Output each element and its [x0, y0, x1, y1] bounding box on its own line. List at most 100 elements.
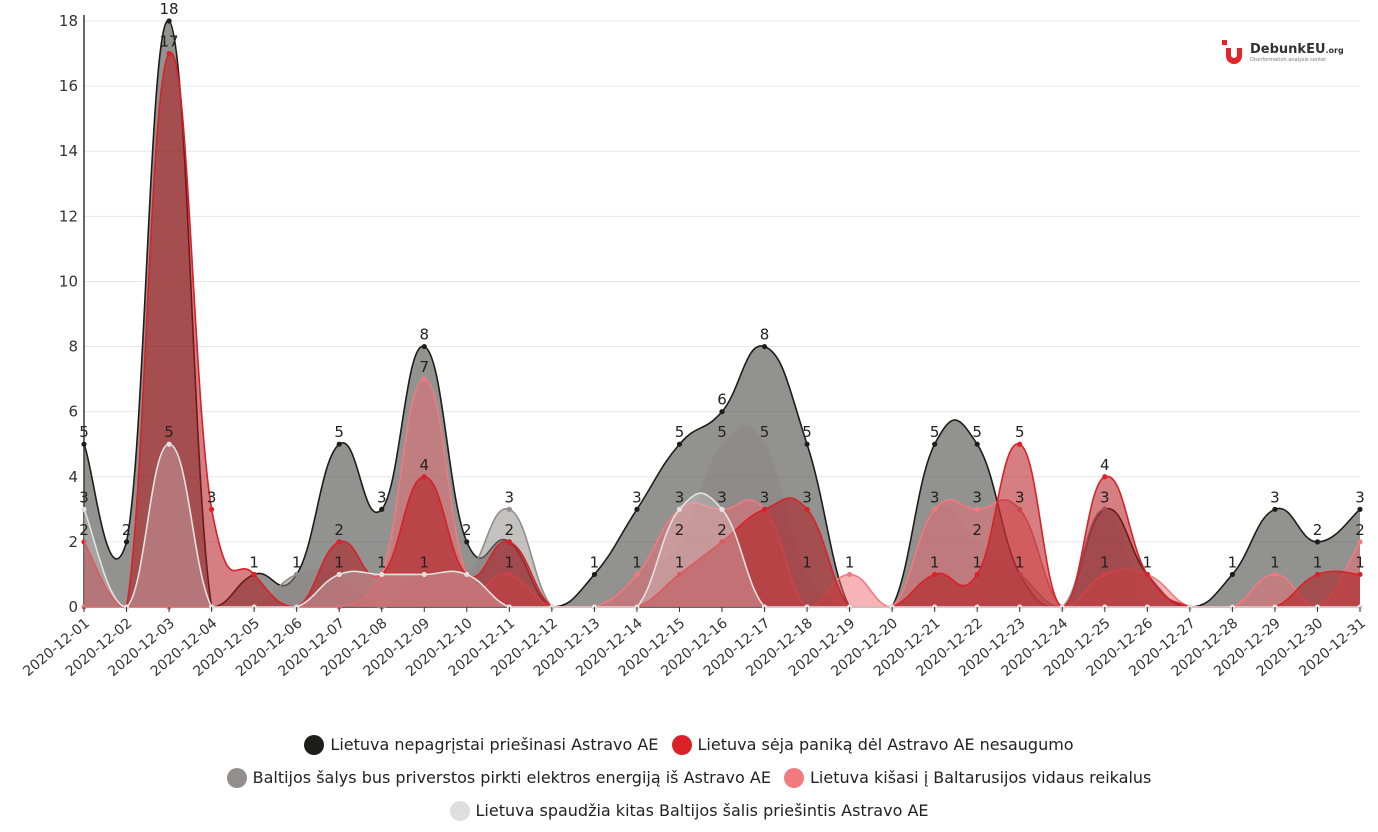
data-label: 1 [845, 553, 855, 571]
data-point [676, 506, 683, 512]
logo-tld: .org [1325, 46, 1344, 55]
data-point [379, 506, 385, 512]
data-point [81, 539, 87, 545]
legend-item[interactable]: Lietuva kišasi į Baltarusijos vidaus rei… [784, 761, 1151, 794]
series-area [84, 444, 1360, 607]
data-point [464, 539, 470, 545]
data-label: 3 [1015, 488, 1025, 506]
data-label: 5 [972, 423, 982, 441]
data-label: 1 [930, 553, 940, 571]
data-point [1229, 571, 1235, 578]
data-point [634, 571, 640, 578]
legend-label: Baltijos šalys bus priverstos pirkti ele… [252, 768, 771, 787]
legend-dot [304, 734, 325, 755]
data-point [719, 409, 725, 415]
data-label: 3 [1270, 488, 1280, 506]
data-label: 18 [160, 0, 179, 18]
data-point [761, 441, 768, 447]
data-label: 1 [1015, 553, 1025, 571]
data-label: 1 [505, 553, 515, 571]
data-point [166, 18, 172, 24]
data-label: 3 [1100, 488, 1110, 506]
data-point [761, 343, 768, 350]
data-label: 1 [1228, 553, 1238, 571]
legend-dot [671, 734, 692, 755]
data-point [719, 441, 725, 447]
data-label: 3 [760, 488, 770, 506]
data-label: 1 [972, 553, 982, 571]
data-label: 3 [675, 488, 685, 506]
data-label: 3 [632, 488, 642, 506]
data-point [379, 571, 385, 578]
legend-label: Lietuva nepagrįstai priešinasi Astravo A… [330, 735, 659, 754]
legend-label: Lietuva kišasi į Baltarusijos vidaus rei… [810, 768, 1152, 787]
data-point [421, 571, 427, 578]
data-label: 6 [717, 391, 727, 409]
data-label: 5 [164, 423, 174, 441]
legend-item[interactable]: Lietuva sėja paniką dėl Astravo AE nesau… [671, 728, 1074, 761]
data-label: 2 [462, 521, 472, 539]
data-label: 5 [1015, 423, 1025, 441]
data-label: 5 [334, 423, 344, 441]
data-point [336, 571, 342, 578]
data-point [719, 539, 725, 545]
data-label: 1 [1355, 553, 1365, 571]
data-point [1357, 506, 1363, 512]
chart-legend: Lietuva nepagrįstai priešinasi Astravo A… [0, 728, 1378, 827]
data-label: 3 [1355, 488, 1365, 506]
legend-item[interactable]: Lietuva spaudžia kitas Baltijos šalis pr… [449, 794, 929, 827]
logo-brand: DebunkEU [1250, 42, 1326, 57]
data-point [634, 506, 640, 512]
data-point [1357, 571, 1363, 578]
data-label: 1 [1100, 553, 1110, 571]
legend-item[interactable]: Lietuva nepagrįstai priešinasi Astravo A… [304, 728, 658, 761]
data-label: 17 [160, 33, 179, 51]
data-label: 3 [802, 488, 812, 506]
data-label: 1 [419, 553, 429, 571]
y-tick-label: 2 [68, 533, 78, 551]
legend-item[interactable]: Baltijos šalys bus priverstos pirkti ele… [226, 761, 771, 794]
data-label: 1 [249, 553, 259, 571]
data-point [336, 441, 342, 447]
data-label: 2 [1313, 521, 1323, 539]
data-label: 2 [972, 521, 982, 539]
data-point [1272, 571, 1278, 578]
data-label: 1 [377, 553, 387, 571]
y-tick-label: 16 [59, 77, 78, 95]
y-tick-label: 14 [59, 142, 78, 160]
data-point [421, 343, 427, 350]
data-label: 2 [675, 521, 685, 539]
legend-label: Lietuva spaudžia kitas Baltijos šalis pr… [475, 801, 929, 820]
legend-label: Lietuva sėja paniką dėl Astravo AE nesau… [697, 735, 1074, 754]
data-label: 8 [419, 326, 429, 344]
data-label: 1 [632, 553, 642, 571]
data-point [123, 539, 130, 545]
data-point [464, 571, 470, 578]
data-label: 1 [590, 553, 600, 571]
y-tick-label: 10 [59, 272, 78, 290]
data-label: 5 [760, 423, 770, 441]
data-point [506, 539, 512, 545]
data-label: 5 [802, 423, 812, 441]
data-point [81, 441, 87, 447]
y-tick-label: 0 [68, 598, 78, 616]
data-point [421, 474, 427, 480]
data-point [932, 506, 938, 512]
data-point [761, 506, 768, 512]
data-point [591, 571, 598, 578]
data-point [166, 50, 172, 57]
legend-dot [226, 767, 247, 788]
series-area [84, 52, 1360, 607]
y-tick-label: 12 [59, 207, 78, 225]
data-label: 2 [79, 521, 89, 539]
data-label: 3 [972, 488, 982, 506]
data-label: 1 [675, 553, 685, 571]
data-point [1314, 571, 1321, 578]
data-label: 7 [419, 358, 429, 376]
data-label: 2 [334, 521, 344, 539]
y-tick-label: 4 [68, 468, 78, 486]
data-label: 3 [79, 488, 89, 506]
legend-dot [449, 800, 470, 821]
data-label: 2 [122, 521, 132, 539]
